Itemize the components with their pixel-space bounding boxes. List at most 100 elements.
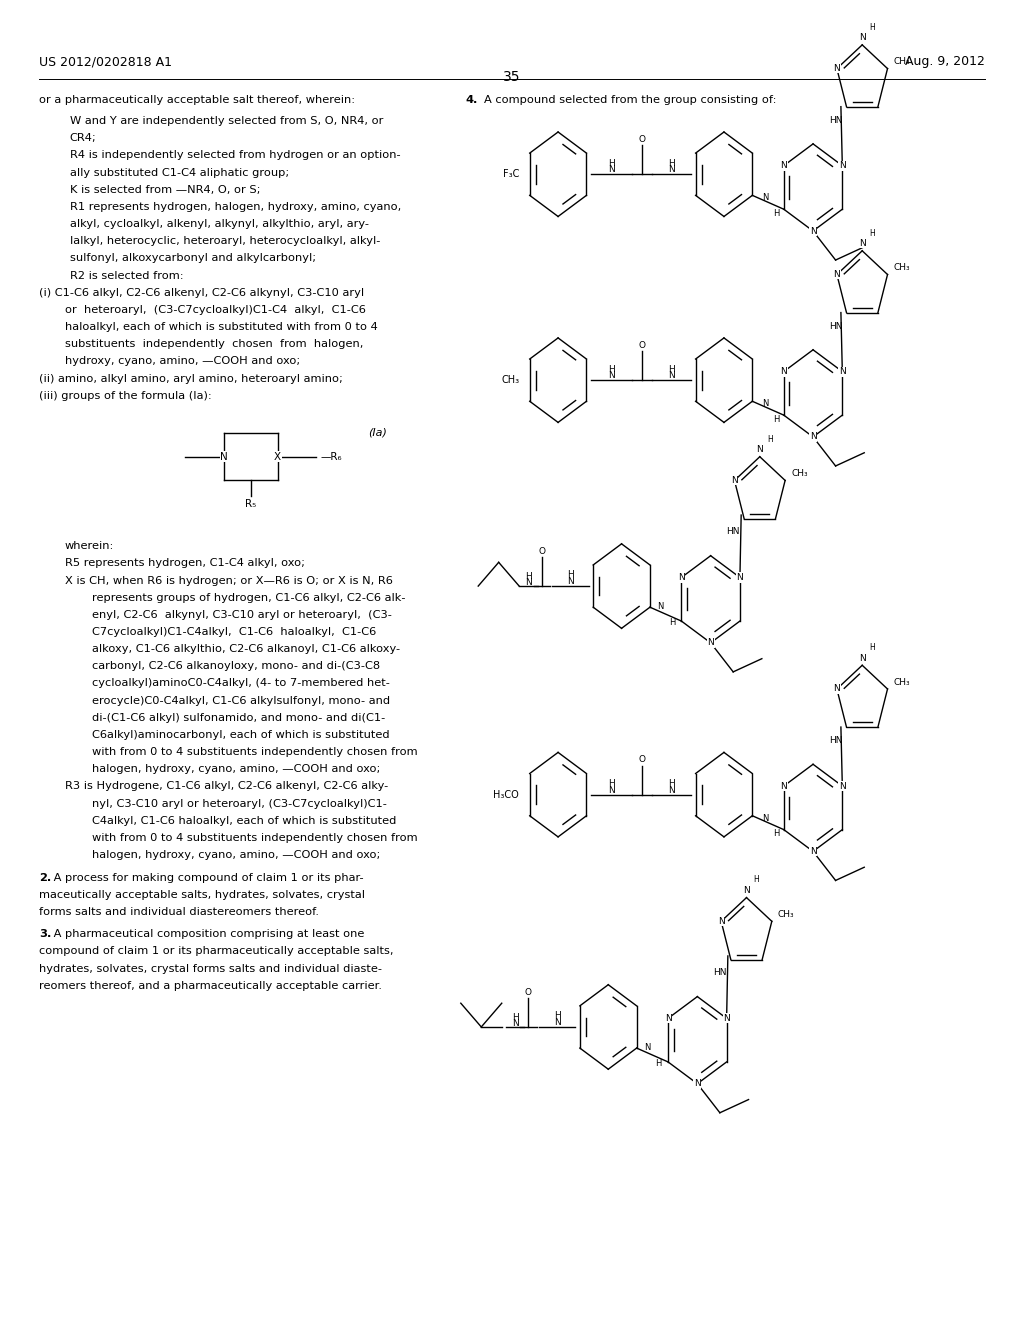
Text: represents groups of hydrogen, C1-C6 alkyl, C2-C6 alk-: represents groups of hydrogen, C1-C6 alk… xyxy=(92,593,406,603)
Text: N: N xyxy=(762,399,768,408)
Text: O: O xyxy=(525,987,531,997)
Text: N: N xyxy=(859,653,865,663)
Text: N: N xyxy=(780,781,787,791)
Text: C4alkyl, C1-C6 haloalkyl, each of which is substituted: C4alkyl, C1-C6 haloalkyl, each of which … xyxy=(92,816,396,826)
Text: H: H xyxy=(608,779,614,788)
Text: N: N xyxy=(736,573,743,582)
Text: H: H xyxy=(554,1011,560,1020)
Text: H: H xyxy=(669,779,675,788)
Text: CH₃: CH₃ xyxy=(894,264,910,272)
Text: N: N xyxy=(834,271,841,279)
Text: HN: HN xyxy=(726,527,739,536)
Text: with from 0 to 4 substituents independently chosen from: with from 0 to 4 substituents independen… xyxy=(92,833,418,843)
Text: N: N xyxy=(525,578,531,587)
Text: wherein:: wherein: xyxy=(65,541,114,552)
Text: CR4;: CR4; xyxy=(70,133,96,144)
Text: substituents  independently  chosen  from  halogen,: substituents independently chosen from h… xyxy=(65,339,362,350)
Text: CH₃: CH₃ xyxy=(894,678,910,686)
Text: N: N xyxy=(657,602,664,611)
Text: N: N xyxy=(608,165,614,174)
Text: A process for making compound of claim 1 or its phar-: A process for making compound of claim 1… xyxy=(50,873,364,883)
Text: H: H xyxy=(669,364,675,374)
Text: H: H xyxy=(525,572,531,581)
Text: N: N xyxy=(859,239,865,248)
Text: N: N xyxy=(839,781,846,791)
Text: R5 represents hydrogen, C1-C4 alkyl, oxo;: R5 represents hydrogen, C1-C4 alkyl, oxo… xyxy=(65,558,304,569)
Text: N: N xyxy=(669,165,675,174)
Text: US 2012/0202818 A1: US 2012/0202818 A1 xyxy=(39,55,172,69)
Text: N: N xyxy=(554,1018,560,1027)
Text: N: N xyxy=(839,367,846,376)
Text: O: O xyxy=(639,135,645,144)
Text: H: H xyxy=(567,570,573,579)
Text: HN: HN xyxy=(713,968,726,977)
Text: N: N xyxy=(644,1043,650,1052)
Text: N: N xyxy=(694,1080,700,1088)
Text: N: N xyxy=(743,886,750,895)
Text: nyl, C3-C10 aryl or heteroaryl, (C3-C7cycloalkyl)C1-: nyl, C3-C10 aryl or heteroaryl, (C3-C7cy… xyxy=(92,799,387,809)
Text: 2.: 2. xyxy=(39,873,51,883)
Text: erocycle)C0-C4alkyl, C1-C6 alkylsulfonyl, mono- and: erocycle)C0-C4alkyl, C1-C6 alkylsulfonyl… xyxy=(92,696,390,706)
Text: N: N xyxy=(678,573,685,582)
Text: N: N xyxy=(608,785,614,795)
Text: N: N xyxy=(757,445,763,454)
Text: N: N xyxy=(669,371,675,380)
Text: N: N xyxy=(839,161,846,170)
Text: O: O xyxy=(639,755,645,764)
Text: maceutically acceptable salts, hydrates, solvates, crystal: maceutically acceptable salts, hydrates,… xyxy=(39,890,365,900)
Text: carbonyl, C2-C6 alkanoyloxy, mono- and di-(C3-C8: carbonyl, C2-C6 alkanoyloxy, mono- and d… xyxy=(92,661,380,672)
Text: di-(C1-C6 alkyl) sulfonamido, and mono- and di(C1-: di-(C1-C6 alkyl) sulfonamido, and mono- … xyxy=(92,713,385,723)
Text: R4 is independently selected from hydrogen or an option-: R4 is independently selected from hydrog… xyxy=(70,150,400,161)
Text: N: N xyxy=(810,847,816,855)
Text: compound of claim 1 or its pharmaceutically acceptable salts,: compound of claim 1 or its pharmaceutica… xyxy=(39,946,393,957)
Text: N: N xyxy=(859,33,865,42)
Text: N: N xyxy=(780,367,787,376)
Text: H: H xyxy=(869,22,876,32)
Text: 35: 35 xyxy=(503,70,521,84)
Text: 4.: 4. xyxy=(466,95,478,106)
Text: N: N xyxy=(810,433,816,441)
Text: H: H xyxy=(669,158,675,168)
Text: W and Y are independently selected from S, O, NR4, or: W and Y are independently selected from … xyxy=(70,116,383,127)
Text: HN: HN xyxy=(829,322,843,331)
Text: H: H xyxy=(754,875,760,884)
Text: hydrates, solvates, crystal forms salts and individual diaste-: hydrates, solvates, crystal forms salts … xyxy=(39,964,382,974)
Text: (ii) amino, alkyl amino, aryl amino, heteroaryl amino;: (ii) amino, alkyl amino, aryl amino, het… xyxy=(39,374,343,384)
Text: K is selected from —NR4, O, or S;: K is selected from —NR4, O, or S; xyxy=(70,185,260,195)
Text: halogen, hydroxy, cyano, amino, —COOH and oxo;: halogen, hydroxy, cyano, amino, —COOH an… xyxy=(92,764,381,775)
Text: C7cycloalkyl)C1-C4alkyl,  C1-C6  haloalkyl,  C1-C6: C7cycloalkyl)C1-C4alkyl, C1-C6 haloalkyl… xyxy=(92,627,377,638)
Text: reomers thereof, and a pharmaceutically acceptable carrier.: reomers thereof, and a pharmaceutically … xyxy=(39,981,382,991)
Text: (Ia): (Ia) xyxy=(369,428,387,438)
Text: N: N xyxy=(718,917,725,925)
Text: X: X xyxy=(274,451,281,462)
Text: N: N xyxy=(834,65,841,73)
Text: N: N xyxy=(834,685,841,693)
Text: ally substituted C1-C4 aliphatic group;: ally substituted C1-C4 aliphatic group; xyxy=(70,168,289,178)
Text: C6alkyl)aminocarbonyl, each of which is substituted: C6alkyl)aminocarbonyl, each of which is … xyxy=(92,730,390,741)
Text: H: H xyxy=(608,158,614,168)
Text: H: H xyxy=(655,1059,662,1068)
Text: enyl, C2-C6  alkynyl, C3-C10 aryl or heteroaryl,  (C3-: enyl, C2-C6 alkynyl, C3-C10 aryl or hete… xyxy=(92,610,392,620)
Text: hydroxy, cyano, amino, —COOH and oxo;: hydroxy, cyano, amino, —COOH and oxo; xyxy=(65,356,300,367)
Text: forms salts and individual diastereomers thereof.: forms salts and individual diastereomers… xyxy=(39,907,318,917)
Text: (iii) groups of the formula (Ia):: (iii) groups of the formula (Ia): xyxy=(39,391,212,401)
Text: H: H xyxy=(773,209,779,218)
Text: alkoxy, C1-C6 alkylthio, C2-C6 alkanoyl, C1-C6 alkoxy-: alkoxy, C1-C6 alkylthio, C2-C6 alkanoyl,… xyxy=(92,644,400,655)
Text: R1 represents hydrogen, halogen, hydroxy, amino, cyano,: R1 represents hydrogen, halogen, hydroxy… xyxy=(70,202,400,213)
Text: HN: HN xyxy=(829,116,843,125)
Text: H: H xyxy=(608,364,614,374)
Text: H: H xyxy=(669,618,675,627)
Text: N: N xyxy=(723,1014,730,1023)
Text: N: N xyxy=(220,451,228,462)
Text: —R₆: —R₆ xyxy=(321,451,342,462)
Text: H: H xyxy=(773,829,779,838)
Text: H: H xyxy=(512,1012,518,1022)
Text: N: N xyxy=(762,193,768,202)
Text: N: N xyxy=(762,813,768,822)
Text: sulfonyl, alkoxycarbonyl and alkylcarbonyl;: sulfonyl, alkoxycarbonyl and alkylcarbon… xyxy=(70,253,315,264)
Text: F₃C: F₃C xyxy=(503,169,519,180)
Text: 3.: 3. xyxy=(39,929,51,940)
Text: N: N xyxy=(512,1019,518,1028)
Text: Aug. 9, 2012: Aug. 9, 2012 xyxy=(905,55,985,69)
Text: CH₃: CH₃ xyxy=(894,58,910,66)
